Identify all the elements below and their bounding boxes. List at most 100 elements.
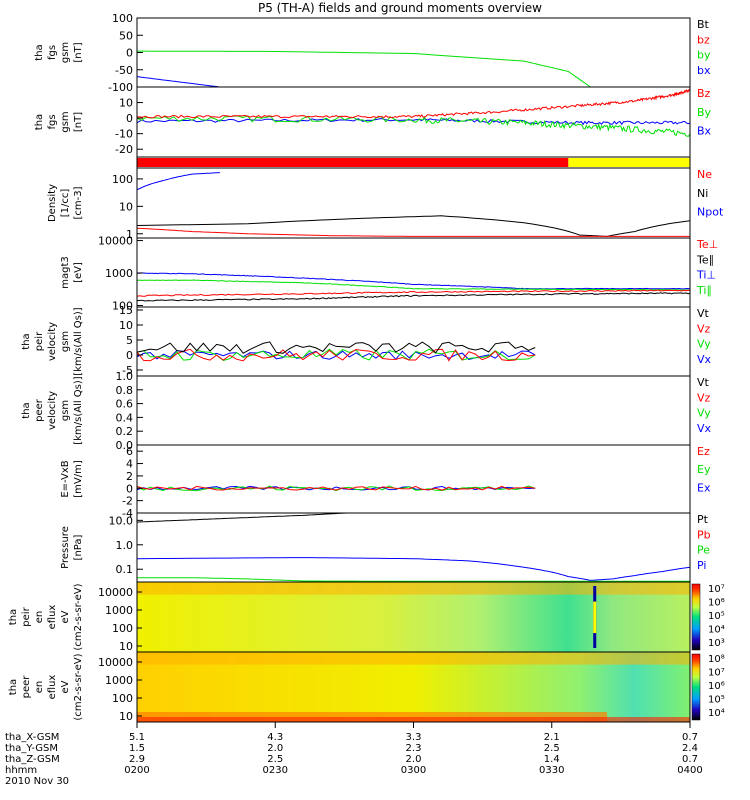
y-tick-label: 10000: [98, 656, 133, 669]
legend-entry: Te⊥: [696, 238, 718, 251]
ephemeris-value: 4.3: [267, 732, 283, 743]
colorbar: [691, 653, 701, 721]
legend-entry: Vt: [697, 376, 710, 389]
series-Vy: [137, 348, 536, 361]
ephemeris-value: 0230: [263, 765, 288, 776]
y-tick-label: 1000: [105, 604, 133, 617]
y-tick-label: 0: [126, 47, 133, 60]
y-tick-label: 10: [119, 710, 133, 723]
panel-frame: [136, 167, 691, 239]
y-tick-label: -4: [122, 507, 133, 520]
panel-fgs-gsm-1: 100 50 0 -50 -100 tha fgs gsm [nT] Bt bz by bx: [34, 12, 711, 94]
y-axis-label: gsm: [60, 111, 71, 132]
series-Ne: [137, 227, 690, 237]
panel-status-bar: [136, 156, 691, 169]
y-tick-label: 2: [126, 470, 133, 483]
status-segment: [568, 158, 690, 167]
y-tick-label: 1: [126, 228, 133, 241]
y-tick-label: 0: [126, 482, 133, 495]
y-axis-label: eflux: [47, 605, 58, 630]
series-bx: [137, 76, 220, 87]
y-tick-label: 5: [126, 334, 133, 347]
y-tick-label: 10: [119, 97, 133, 110]
ephemeris-label: tha_Y-GSM: [5, 743, 58, 754]
y-axis-label: [nT]: [73, 112, 84, 132]
y-tick-label: 0: [126, 112, 133, 125]
series-Npot: [137, 172, 220, 191]
series-Pi: [137, 557, 690, 581]
y-axis-label: velocity: [47, 391, 58, 430]
series-group: [137, 485, 536, 492]
ephemeris-value: 2.1: [544, 732, 560, 743]
ephemeris-value: 0.7: [682, 754, 698, 765]
legend-entry: Ez: [697, 445, 710, 458]
y-axis-label: en: [34, 611, 45, 624]
ephemeris-label: hhmm: [5, 765, 37, 776]
series-Pe: [137, 577, 690, 582]
spectrogram-band: [137, 582, 690, 595]
y-tick-label: 10: [119, 319, 133, 332]
y-tick-label: 0.1: [116, 563, 134, 576]
y-axis-label: [km/s(All Qs)]: [73, 307, 84, 375]
colorbar-label: 10⁷: [708, 584, 725, 595]
legend-entry: Ex: [697, 481, 711, 494]
panel-frame: [136, 444, 691, 514]
ephemeris-value: 0300: [401, 765, 426, 776]
colorbar-label: 10³: [708, 638, 725, 649]
y-tick-label: 1000: [105, 674, 133, 687]
y-tick-label: 15: [119, 304, 133, 317]
legend-entry: Te∥: [696, 253, 714, 266]
colorbar-label: 10⁵: [708, 695, 725, 706]
y-tick-label: 0.4: [116, 411, 134, 424]
spectrogram-gap: [593, 601, 597, 634]
y-axis-label: eflux: [47, 675, 58, 700]
legend-entry: Pi: [697, 559, 706, 572]
y-axis-label: Density: [47, 184, 58, 222]
ephemeris-value: 1.5: [129, 743, 145, 754]
legend-entry: Ti∥: [696, 284, 712, 297]
y-axis-label: peer: [34, 398, 45, 422]
ephemeris-label: tha_X-GSM: [5, 732, 59, 743]
series-Te∥: [137, 292, 690, 302]
legend-entry: Vy: [697, 407, 711, 420]
legend-entry: Vx: [697, 353, 712, 366]
legend-entry: Bt: [697, 18, 710, 31]
ephemeris-value: 2.5: [267, 754, 283, 765]
y-axis-label: [1/cc]: [60, 189, 71, 218]
ephemeris-value: 2.3: [406, 743, 422, 754]
y-axis-label: tha: [21, 402, 32, 418]
y-tick-label: 100: [112, 173, 133, 186]
y-axis-label: velocity: [47, 322, 58, 361]
series-group: [137, 341, 536, 362]
colorbar-label: 10⁵: [708, 611, 725, 622]
legend-entry: Ni: [697, 187, 708, 200]
legend-entry: Bx: [697, 125, 712, 138]
series-By: [137, 115, 690, 137]
legend-entry: Vt: [697, 307, 710, 320]
ephemeris-label: tha_Z-GSM: [5, 754, 60, 765]
spectrogram-band: [137, 717, 690, 722]
date-label: 2010 Nov 30: [5, 776, 69, 787]
legend-entry: Pe: [697, 544, 710, 557]
y-tick-label: 1000: [105, 267, 133, 280]
series-group: [137, 88, 690, 137]
panel-pressure: 10.0 1.0 0.1 Pressure [nPa] Pt Pb Pe Pi: [60, 512, 711, 583]
y-axis-label: [eV]: [73, 262, 84, 283]
y-tick-label: 0.0: [116, 439, 134, 452]
y-tick-label: 0.8: [116, 384, 134, 397]
series-group: [137, 513, 690, 582]
colorbar-label: 10⁸: [708, 654, 725, 665]
spectrogram-band: [137, 652, 690, 665]
y-axis-label: tha: [8, 679, 19, 695]
y-axis-label: (cm2-s-sr-eV): [73, 653, 84, 720]
ephemeris-value: 0.7: [682, 732, 698, 743]
ephemeris-value: 5.1: [129, 732, 145, 743]
y-tick-label: 10000: [98, 235, 133, 248]
y-tick-label: 6: [126, 445, 133, 458]
y-axis-label: [km/s(All Qs)]: [73, 376, 84, 444]
y-tick-label: -5: [122, 364, 133, 377]
y-axis-label: [nPa]: [73, 534, 84, 560]
series-Ni: [137, 215, 690, 237]
y-tick-label: -2: [122, 495, 133, 508]
